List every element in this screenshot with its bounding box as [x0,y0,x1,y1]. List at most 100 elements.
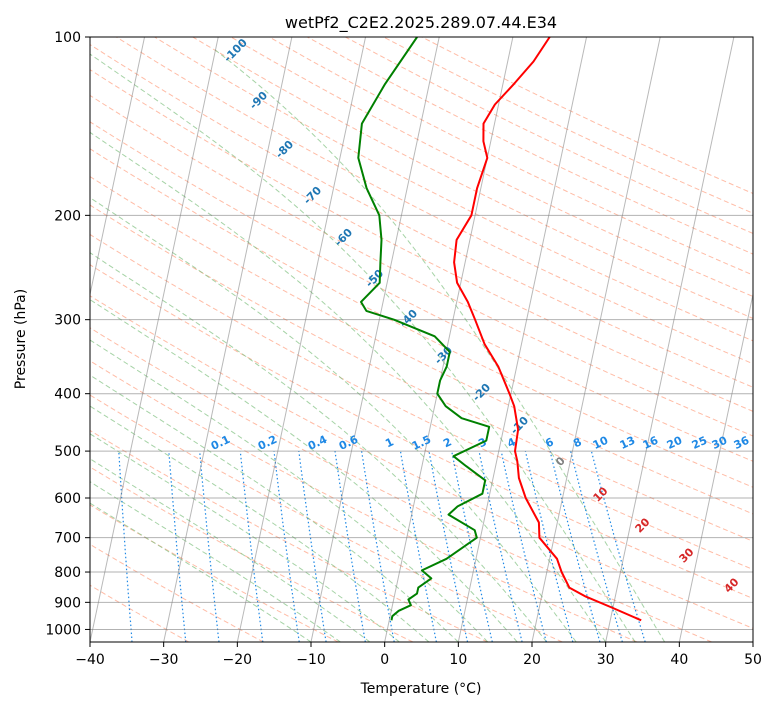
isotherm-line [752,639,753,642]
isotherm-line [384,37,514,642]
dry-adiabat-line [90,43,753,388]
isotherm-line [90,37,219,642]
dry-adiabat-line [90,94,753,437]
moist-adiabat-line [90,131,607,642]
dry-adiabat-line [90,148,753,488]
y-tick-label: 300 [54,313,81,329]
y-axis-title: Pressure (hPa) [13,289,29,389]
x-tick-label: −20 [223,652,253,668]
dry-adiabat-label: -30 [432,344,455,367]
mixing-ratio-line [239,451,264,642]
x-tick-label: 50 [744,652,762,668]
mixing-ratio-label: 13 [618,434,637,452]
isotherm-line [605,37,735,642]
y-tick-label: 900 [54,595,81,611]
adiabat-labels: -100-90-80-70-60-50-40-30-20-10010203040… [209,36,752,596]
mixing-ratio-line [500,450,547,642]
mixing-ratio-line [273,451,300,642]
mixing-ratio-label: 25 [690,434,709,452]
isotherm-line [163,37,293,642]
mixing-ratio-line [428,450,469,642]
mixing-ratio-label: 1 [383,435,395,450]
mixing-ratio-label: 36 [732,434,752,452]
moist-adiabat-line [90,374,459,642]
mixing-ratio-line [399,451,437,642]
moist-adiabat-line [214,49,666,642]
moist-adiabat-label: 30 [677,545,697,565]
moist-adiabat-line [90,252,548,642]
x-tick-label: 40 [670,652,688,668]
mixing-ratio-line [361,451,395,642]
mixing-ratio-line [549,450,601,642]
dry-adiabat-line [90,264,753,600]
x-tick-label: −30 [149,652,179,668]
dry-adiabat-line [90,121,753,462]
mixing-ratio-label: 20 [665,434,685,452]
x-tick-label: −10 [296,652,326,668]
mixing-ratio-line [168,451,187,642]
dry-adiabat-line [90,466,414,642]
dry-adiabat-line [90,543,264,642]
y-tick-label: 500 [54,444,81,460]
isotherm-line [0,37,71,642]
isotherm-line [531,37,661,642]
x-tick-label: −40 [75,652,105,668]
y-tick-label: 100 [54,30,81,46]
mixing-ratio-label: 30 [710,434,730,452]
isotherm-line [236,37,367,642]
dry-adiabat-line [230,37,753,298]
mixing-ratio-label: 6 [543,435,556,450]
y-tick-label: 700 [54,531,81,547]
y-tick-label: 600 [54,491,81,507]
mixing-ratio-line [570,450,623,642]
x-tick-label: 30 [597,652,615,668]
x-tick-label: 10 [449,652,467,668]
dry-adiabat-line [90,204,753,542]
mixing-ratio-label: 0.1 [209,433,232,453]
moist-adiabat-label: 10 [591,484,611,504]
dry-adiabat-line [90,394,563,642]
dry-adiabat-line [90,295,753,629]
y-tick-label: 400 [54,387,81,403]
x-axis-title: Temperature (°C) [360,681,482,697]
mixing-ratio-label: 1.5 [410,433,433,453]
mixing-ratio-line [478,450,523,642]
moist-adiabat-line [90,502,312,642]
dry-adiabat-label: -70 [301,184,324,207]
temperature-line [453,37,642,622]
mixing-ratio-line [298,451,327,642]
dry-adiabat-line [421,37,753,195]
dry-adiabat-line [116,37,753,365]
mixing-ratio-line [199,451,220,642]
dry-adiabat-line [90,327,712,642]
isotherm-line [678,291,753,642]
dewpoint-line [357,37,491,621]
isotherm-line [90,37,146,297]
dry-adiabat-line [90,429,488,642]
y-tick-label: 1000 [45,622,81,638]
plot-frame [89,36,754,643]
dry-adiabat-label: -60 [332,226,355,249]
dry-adiabat-label: -100 [221,36,250,65]
moist-adiabat-line [90,299,518,642]
moist-adiabat-label: 0 [553,454,568,469]
mixing-ratio-line [524,450,574,642]
isotherm-line [310,37,440,642]
mixing-ratio-line [590,450,646,642]
dry-adiabat-line [383,37,753,214]
axes: −40 −30 −20 −10 0 10 20 30 40 5010020030040050060… [45,30,762,668]
y-tick-label: 200 [54,208,81,224]
moist-adiabat-line [90,433,400,642]
dry-adiabat-line [90,69,753,412]
dry-adiabat-line [90,175,753,515]
mixing-ratio-label: 10 [591,434,611,452]
y-tick-label: 800 [54,565,81,581]
mixing-ratio-label: 2 [441,435,453,450]
mixing-ratio-label: 0.4 [306,433,329,453]
dry-adiabat-line [90,360,638,642]
isotherm-line [457,37,588,642]
chart-title: wetPf2_C2E2.2025.289.07.44.E34 [285,13,557,33]
mixing-ratio-label: 0.6 [337,433,360,453]
moist-adiabat-line [90,339,489,642]
